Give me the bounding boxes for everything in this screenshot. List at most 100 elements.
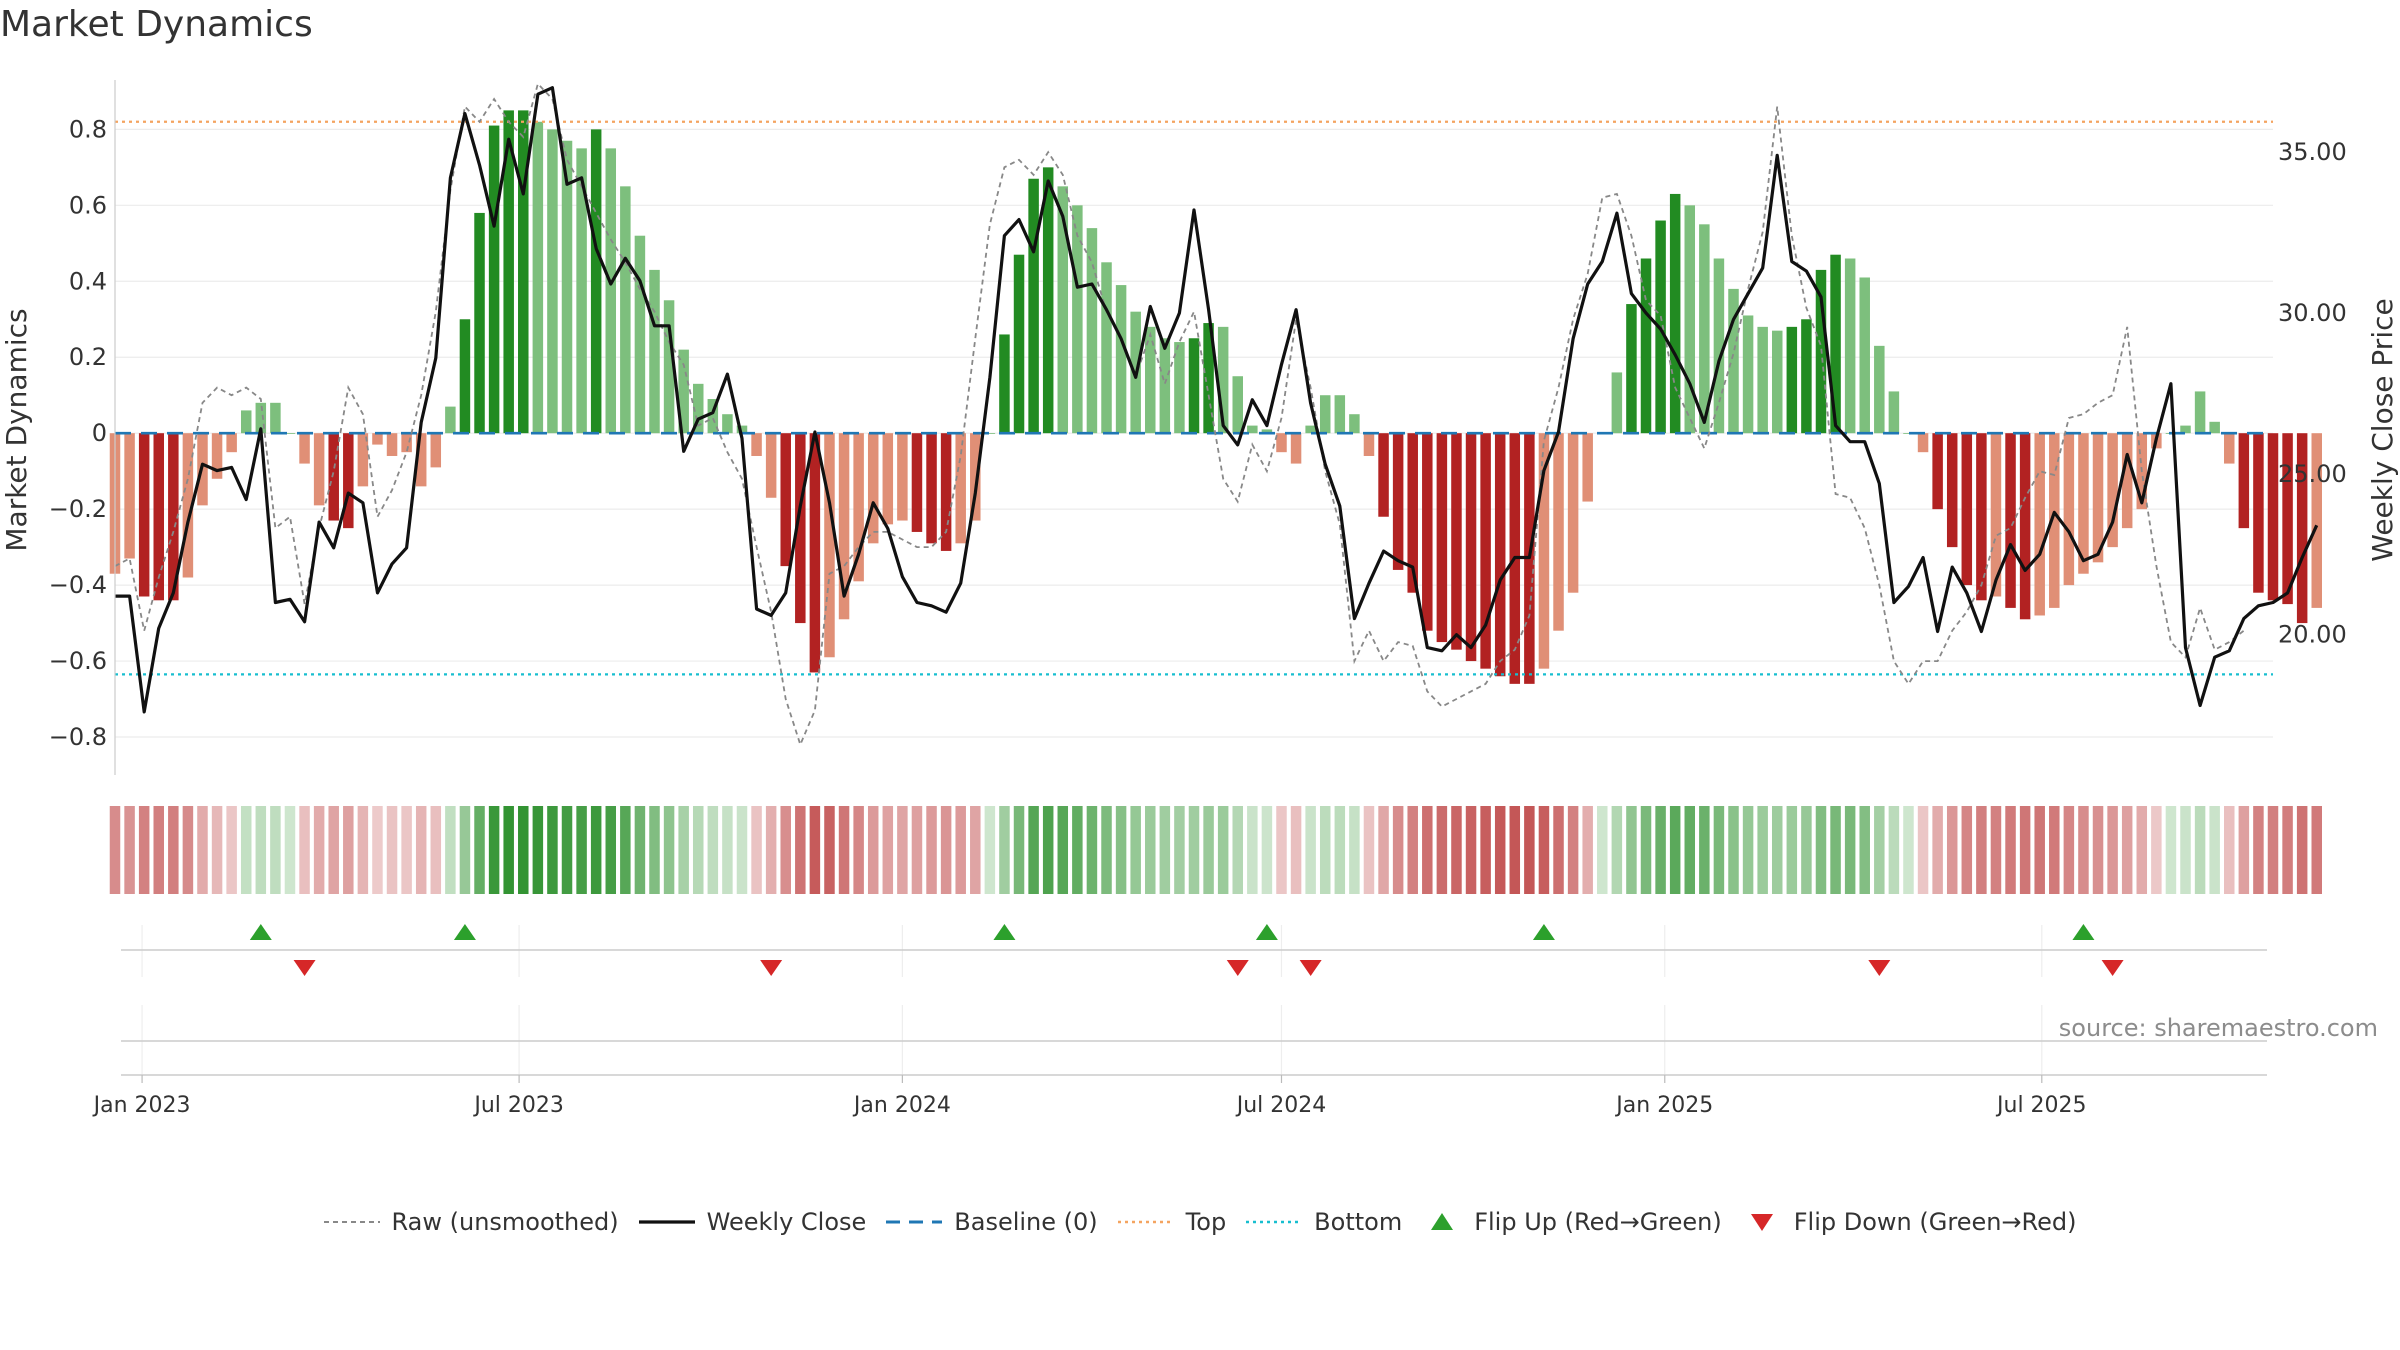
momentum-bar (1072, 205, 1083, 434)
momentum-bar (1465, 433, 1477, 662)
y-axis-label: Market Dynamics (0, 308, 33, 551)
momentum-bar (255, 402, 267, 434)
momentum-bar (1203, 323, 1214, 434)
y2-tick-label: 35.00 (2278, 138, 2347, 166)
regime-cell (1903, 806, 1914, 894)
regime-cell (867, 806, 879, 894)
legend-flip-down-label: Flip Down (Green→Red) (1793, 1208, 2077, 1236)
momentum-bar (1932, 433, 1943, 510)
regime-cell (1422, 806, 1433, 894)
momentum-bar (576, 148, 587, 434)
regime-strip (109, 806, 2322, 894)
momentum-bar (1188, 338, 1200, 434)
momentum-bar (503, 110, 514, 434)
regime-cell (2151, 806, 2162, 894)
flip-down-marker (293, 960, 316, 976)
regime-cell (707, 806, 719, 894)
momentum-bar (1976, 433, 1987, 601)
regime-cell (415, 806, 427, 894)
momentum-bar (343, 433, 354, 529)
regime-cell (2296, 806, 2308, 894)
regime-cell (328, 806, 339, 894)
regime-cell (1130, 806, 1141, 894)
regime-cell (853, 806, 864, 894)
momentum-bar (1990, 433, 2002, 597)
momentum-bar (1349, 414, 1360, 434)
regime-cell (984, 806, 996, 894)
legend-item-baseline: Baseline (0) (886, 1208, 1098, 1236)
regime-cell (1145, 806, 1156, 894)
momentum-bar (2282, 433, 2293, 605)
regime-cell (357, 806, 369, 894)
regime-cell (1538, 806, 1550, 894)
momentum-bar (620, 186, 631, 434)
reference-lines (115, 120, 2273, 676)
regime-cell (240, 806, 252, 894)
momentum-bar (138, 433, 150, 597)
momentum-bar (401, 433, 412, 453)
regime-cell (1946, 806, 1958, 894)
momentum-bar (284, 433, 296, 434)
chart-title: Market Dynamics (0, 4, 313, 45)
regime-cell (2194, 806, 2206, 894)
y-tick-label: −0.2 (49, 495, 107, 523)
regime-cell (1567, 806, 1579, 894)
legend-bottom-label: Bottom (1314, 1208, 1403, 1236)
momentum-bar (1057, 186, 1069, 434)
regime-cell (1815, 806, 1827, 894)
regime-cell (1597, 806, 1608, 894)
momentum-bar (1961, 433, 1973, 586)
legend-item-top: Top (1117, 1208, 1227, 1236)
momentum-bars (109, 110, 2322, 684)
legend: Raw (unsmoothed) Weekly Close Baseline (… (0, 1208, 2400, 1236)
momentum-bar (590, 129, 602, 434)
momentum-bar (1903, 433, 1914, 434)
momentum-bar (2180, 425, 2191, 434)
momentum-bar (1699, 224, 1710, 434)
regime-cell (1830, 806, 1841, 894)
flip-down-marker (2101, 960, 2124, 976)
regime-cell (2107, 806, 2118, 894)
momentum-bar (445, 406, 456, 434)
legend-baseline-swatch (886, 1220, 943, 1224)
regime-cell (1859, 806, 1870, 894)
regime-cell (313, 806, 325, 894)
regime-cell (401, 806, 412, 894)
momentum-bar (372, 433, 383, 445)
regime-cell (765, 806, 777, 894)
regime-cell (970, 806, 981, 894)
legend-top-label: Top (1185, 1208, 1227, 1236)
flip-down-icon (1750, 1214, 1773, 1231)
y2-tick-label: 20.00 (2278, 621, 2347, 649)
regime-cell (1057, 806, 1069, 894)
momentum-bar (970, 433, 981, 521)
regime-cell (1582, 806, 1593, 894)
regime-cell (1888, 806, 1900, 894)
regime-cell (1436, 806, 1448, 894)
y-tick-label: 0.4 (69, 267, 107, 295)
momentum-bar (1728, 288, 1739, 434)
momentum-bar (2078, 433, 2089, 574)
momentum-bar (707, 399, 719, 434)
momentum-bar (2034, 433, 2045, 616)
regime-cell (2019, 806, 2031, 894)
momentum-bar (1801, 319, 1812, 434)
regime-cell (1669, 806, 1681, 894)
momentum-bar (415, 433, 427, 487)
regime-cell (270, 806, 281, 894)
regime-cell (1494, 806, 1506, 894)
momentum-bar (1407, 433, 1418, 593)
regime-cell (897, 806, 908, 894)
momentum-bar (1436, 433, 1448, 643)
momentum-bar (1290, 433, 1302, 464)
momentum-bar (1217, 326, 1229, 434)
momentum-bar (853, 433, 864, 582)
source-note: source: sharemaestro.com (2058, 1014, 2378, 1042)
momentum-bar (2049, 433, 2060, 608)
regime-cell (1188, 806, 1200, 894)
y2-tick-label: 25.00 (2278, 460, 2347, 488)
regime-cell (1086, 806, 1098, 894)
momentum-bar (940, 433, 952, 551)
y-tick-label: −0.8 (49, 723, 107, 751)
momentum-bar (1145, 326, 1156, 434)
